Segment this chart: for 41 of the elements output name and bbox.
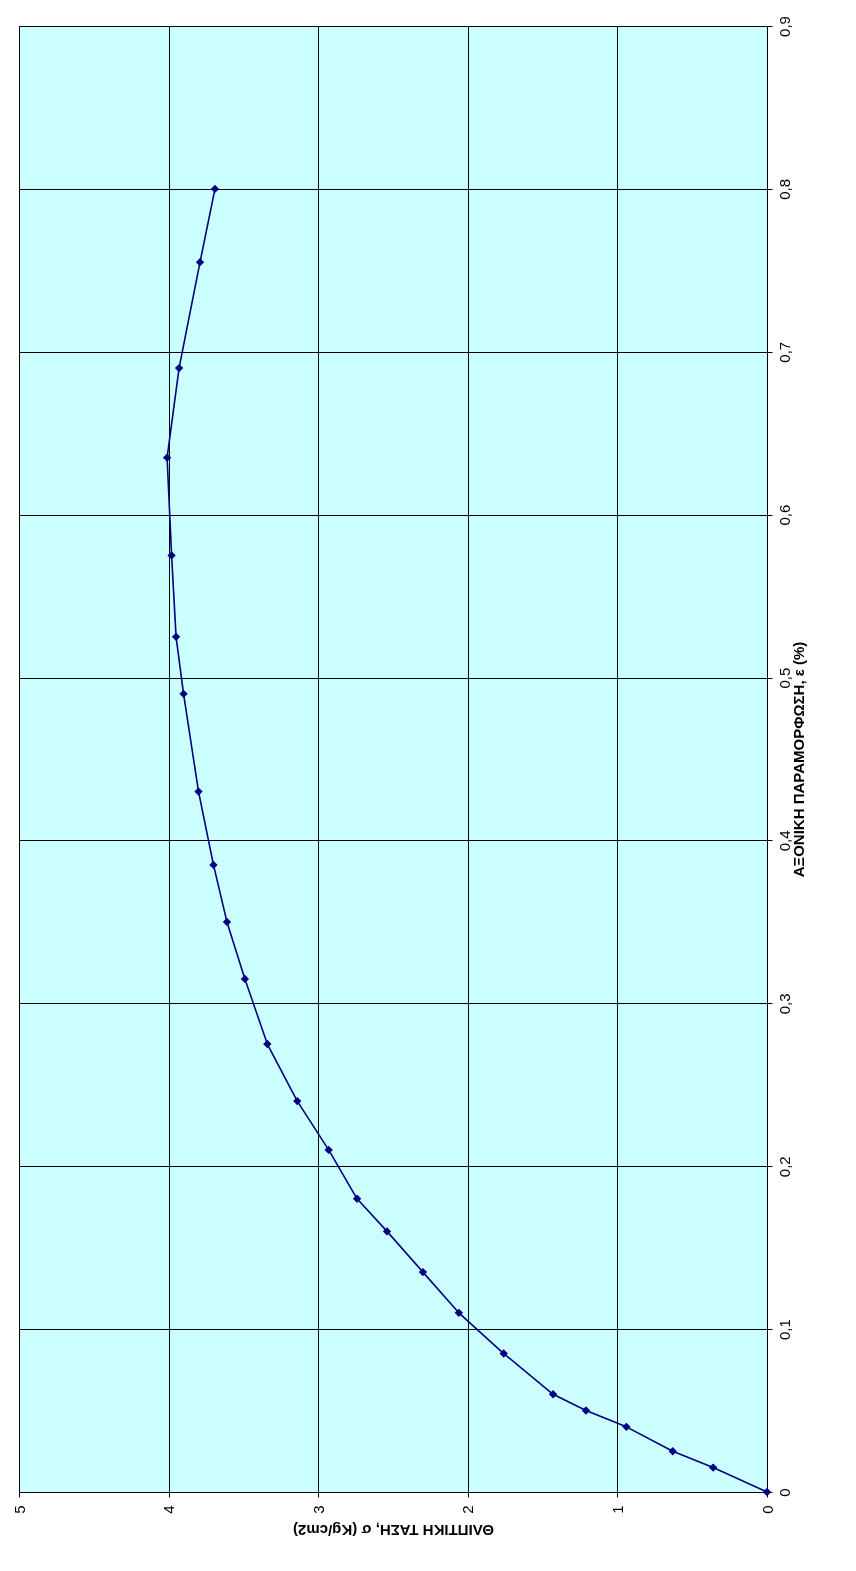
point [167,551,176,560]
y-tick-label: 0,6 [775,504,793,526]
point [418,1267,428,1277]
y-tick-label: 0,8 [775,178,793,200]
point [382,1227,392,1236]
y-tick-label: 0,9 [775,16,793,37]
point [548,1390,558,1399]
y-tick-label: 0,3 [775,993,793,1015]
y-tick-label: 0,2 [775,1156,793,1178]
x-tick-label: 0 [758,1505,776,1514]
y-tick-label: 0,1 [775,1319,793,1341]
y-tick-label: 0,7 [775,341,793,363]
point [222,917,232,927]
point [324,1145,333,1155]
point [622,1422,631,1432]
y-tick-label: 0,4 [775,830,793,852]
x-axis-title: ΘΛΙΠΤΙΚΗ ΤΑΣΗ, σ (Kg/cm2) [292,1521,495,1539]
point [293,1096,302,1106]
x-tick-label: 1 [608,1505,626,1514]
point [162,453,172,462]
point [171,632,181,642]
point [499,1349,508,1358]
point [762,1487,772,1497]
point [174,363,184,373]
point [668,1447,677,1456]
point [210,184,220,194]
x-tick-label: 2 [459,1505,477,1514]
point [179,689,188,699]
x-tick-label: 4 [160,1505,178,1514]
point [240,974,250,984]
point [581,1406,591,1415]
point [454,1308,464,1318]
point [352,1194,362,1203]
y-tick-label: 0 [775,1488,793,1497]
point [195,258,205,267]
x-tick-label: 3 [309,1505,327,1514]
point [209,860,218,870]
point [194,787,203,796]
point [263,1039,272,1049]
point [708,1463,718,1472]
x-tick-label: 5 [10,1505,28,1514]
